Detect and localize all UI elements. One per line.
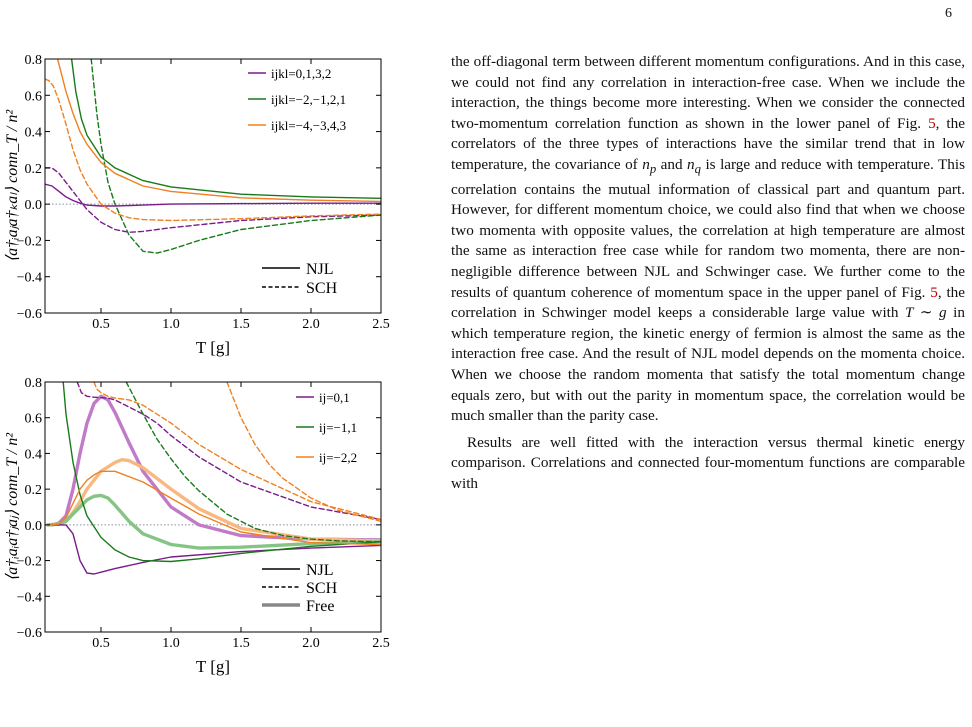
y-tick-label: 0.8	[25, 376, 43, 391]
series-line-sch	[45, 167, 381, 233]
series-line-sch	[76, 382, 381, 521]
series-line-njl	[56, 59, 381, 203]
series-line-sch	[93, 382, 381, 521]
series-line-njl	[47, 470, 381, 546]
series-line-njl	[51, 524, 381, 575]
figure-5: 0.5 1.0 1.5 2.0 2.5 −0.6 −0.4 −0.2 0.0 0.2 0.4 0.6 0…	[0, 0, 440, 727]
legend-label: ij=0,1	[319, 390, 350, 405]
y-tick-label: 0.2	[25, 162, 43, 177]
y-tick-label: 0.6	[25, 89, 43, 104]
legend-label: ij=−1,1	[319, 420, 357, 435]
legend-style-label: SCH	[306, 580, 338, 597]
y-tick-label: −0.4	[17, 590, 42, 605]
plot-frame	[44, 381, 382, 633]
series-line-sch	[90, 59, 381, 254]
y-tick-label: 0.0	[25, 198, 43, 213]
figure-reference[interactable]: 5	[928, 114, 936, 132]
legend-label: ijkl=−2,−1,2,1	[271, 92, 346, 107]
x-axis-label: T [g]	[196, 657, 230, 676]
paragraph-1: the off-diagonal term between different …	[451, 53, 965, 425]
y-axis-label: ⟨a†ᵢaᵢa†ⱼaⱼ⟩ conn_T / n²	[4, 432, 21, 581]
legend-style-label: NJL	[306, 261, 334, 278]
series-line-free	[46, 493, 381, 550]
x-tick-label: 1.5	[232, 636, 250, 651]
legend-label: ijkl=−4,−3,4,3	[271, 118, 346, 133]
x-tick-label: 0.5	[92, 636, 110, 651]
y-tick-label: −0.6	[17, 626, 42, 641]
figure-svg: 0.5 1.0 1.5 2.0 2.5 −0.6 −0.4 −0.2 0.0 0.2 0.4 0.6 0…	[4, 53, 390, 676]
x-tick-label: 2.0	[302, 636, 320, 651]
page-number: 6	[945, 6, 952, 21]
y-tick-label: −0.4	[17, 271, 42, 286]
y-tick-label: 0.6	[25, 412, 43, 427]
y-tick-label: 0.4	[25, 126, 43, 141]
x-tick-label: 2.0	[302, 317, 320, 332]
top-panel: 0.5 1.0 1.5 2.0 2.5 −0.6 −0.4 −0.2 0.0 0.2 0.4 0.6 0…	[4, 53, 390, 357]
series-line-free	[50, 394, 381, 542]
x-tick-label: 1.0	[162, 636, 180, 651]
x-tick-label: 2.5	[372, 636, 390, 651]
series-line-sch	[45, 78, 381, 222]
series-line-njl	[45, 183, 381, 207]
y-tick-label: 0.8	[25, 53, 43, 68]
x-axis-label: T [g]	[196, 338, 230, 357]
series-line-njl	[70, 59, 381, 199]
x-tick-label: 1.0	[162, 317, 180, 332]
y-tick-label: −0.2	[17, 234, 42, 249]
bottom-panel: 0.5 1.0 1.5 2.0 2.5 −0.6 −0.4 −0.2 0.0 0.2 0.4 0.6 0…	[4, 376, 390, 676]
legend-style-label: Free	[306, 598, 334, 615]
y-tick-label: 0.4	[25, 447, 43, 462]
paragraph-2: Results are well fitted with the interac…	[451, 433, 965, 492]
x-tick-label: 0.5	[92, 317, 110, 332]
y-tick-label: −0.6	[17, 307, 42, 322]
x-tick-label: 2.5	[372, 317, 390, 332]
legend-label: ijkl=0,1,3,2	[271, 66, 331, 81]
x-tick-label: 1.5	[232, 317, 250, 332]
series-line-njl	[62, 382, 381, 563]
figure-reference[interactable]: 5	[930, 283, 938, 301]
y-tick-label: −0.2	[17, 555, 42, 570]
body-text: the off-diagonal term between different …	[451, 52, 965, 495]
legend-style-label: NJL	[306, 562, 334, 579]
plot-frame	[44, 58, 382, 314]
y-tick-label: 0.0	[25, 519, 43, 534]
series-group	[45, 59, 381, 254]
series-line-sch	[125, 382, 381, 543]
y-tick-label: 0.2	[25, 483, 43, 498]
legend-style-label: SCH	[306, 280, 338, 297]
series-group	[46, 382, 381, 575]
series-line-sch	[226, 382, 381, 522]
y-axis-label: ⟨a†ᵢaⱼa†ₖaₗ⟩ conn_T / n²	[4, 109, 21, 262]
legend-label: ij=−2,2	[319, 450, 357, 465]
